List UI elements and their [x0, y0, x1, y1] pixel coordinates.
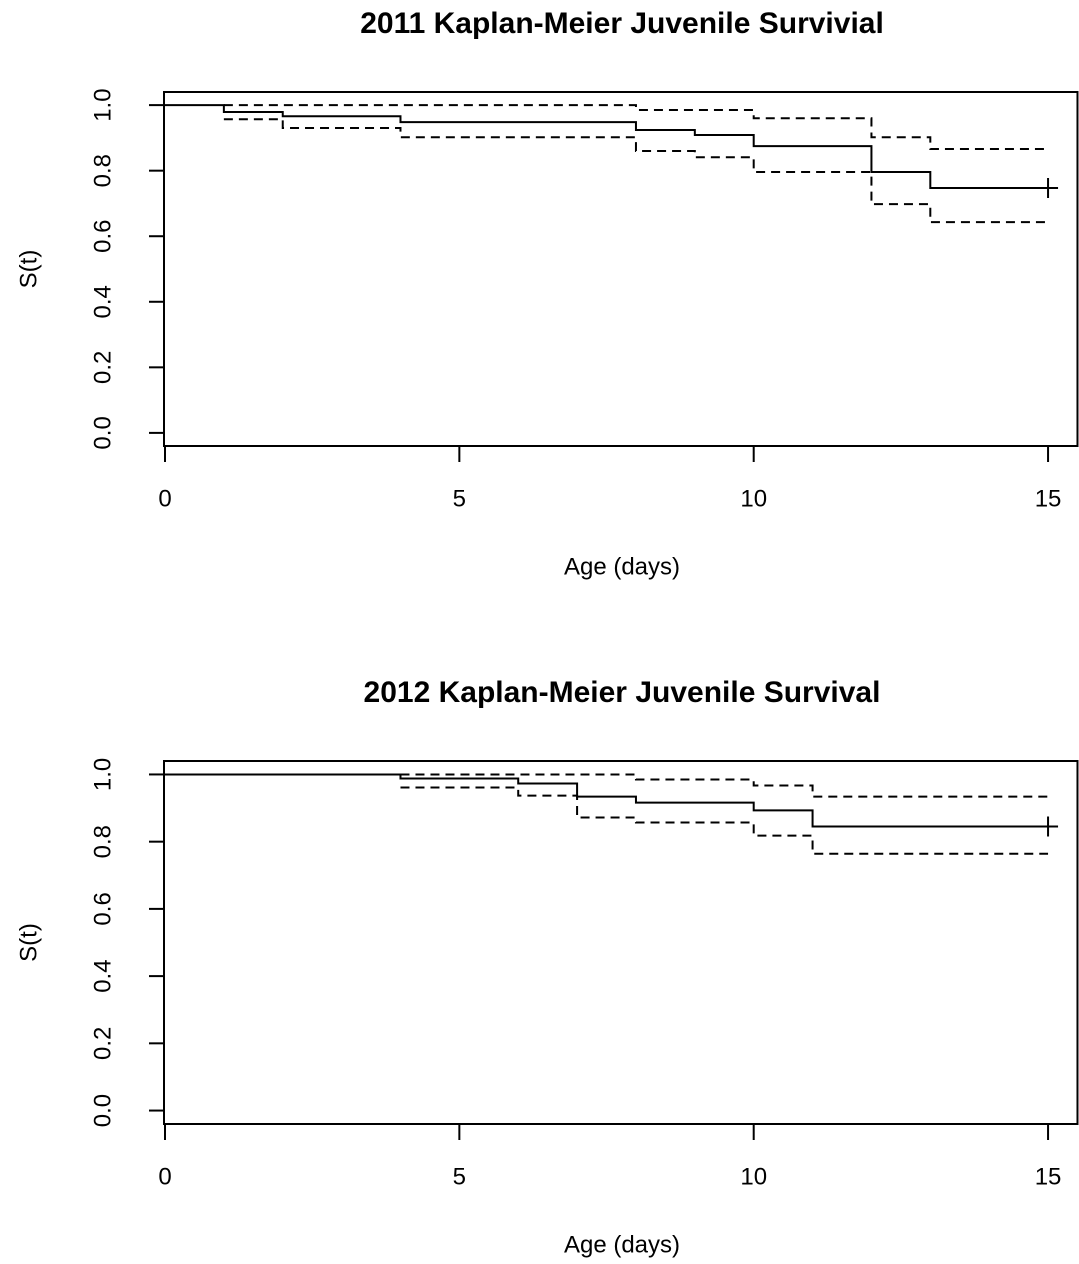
x-tick-label: 5 — [453, 1163, 466, 1190]
chart-title: 2012 Kaplan-Meier Juvenile Survival — [364, 676, 881, 709]
y-axis-label: S(t) — [15, 923, 42, 962]
y-tick-label: 0.0 — [89, 416, 116, 449]
x-axis-label: Age (days) — [564, 553, 680, 580]
confidence-band — [223, 104, 1049, 151]
y-tick-label: 0.0 — [89, 1094, 116, 1127]
plot-frame — [163, 760, 1079, 1125]
y-axis-label: S(t) — [15, 250, 42, 289]
confidence-band — [400, 773, 1049, 798]
x-tick-label: 15 — [1035, 485, 1062, 512]
x-tick-label: 10 — [740, 485, 767, 512]
x-tick-label: 10 — [740, 1163, 767, 1190]
censor-mark — [1038, 816, 1059, 837]
y-tick-label: 0.4 — [89, 285, 116, 318]
confidence-band — [223, 118, 1049, 224]
y-tick-label: 0.6 — [89, 220, 116, 253]
survival-curve — [165, 773, 1049, 828]
x-tick-label: 15 — [1035, 1163, 1062, 1190]
x-tick-label: 0 — [158, 1163, 171, 1190]
y-tick-label: 0.2 — [89, 351, 116, 384]
survival-curve — [165, 104, 1049, 190]
censor-mark — [1038, 178, 1059, 199]
y-tick-label: 0.8 — [89, 154, 116, 187]
y-tick-label: 1.0 — [89, 88, 116, 121]
plot-frame — [163, 91, 1079, 447]
y-tick-label: 0.2 — [89, 1027, 116, 1060]
y-tick-label: 0.4 — [89, 959, 116, 992]
x-tick-label: 5 — [453, 485, 466, 512]
y-tick-label: 0.6 — [89, 892, 116, 925]
x-tick-label: 0 — [158, 485, 171, 512]
y-tick-label: 1.0 — [89, 758, 116, 791]
chart-title: 2011 Kaplan-Meier Juvenile Survivial — [360, 7, 884, 40]
x-axis-label: Age (days) — [564, 1231, 680, 1258]
confidence-band — [400, 786, 1049, 855]
y-tick-label: 0.8 — [89, 825, 116, 858]
